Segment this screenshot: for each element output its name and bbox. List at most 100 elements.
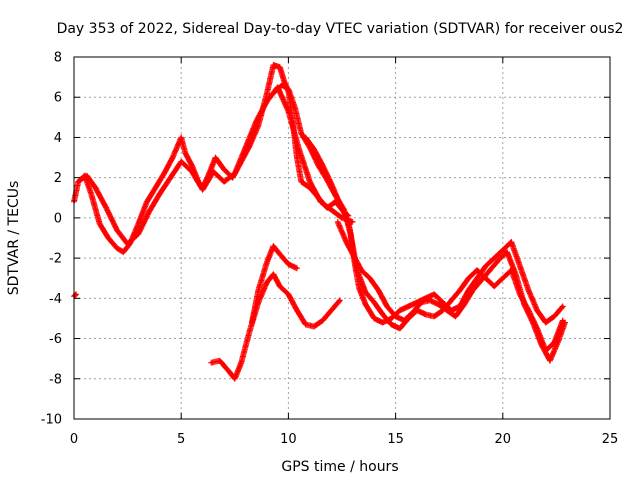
y-tick-labels: 8 6 4 2 0 -2 -4 -6 -8 -10 xyxy=(41,51,62,428)
x-tick-label: 0 xyxy=(70,432,78,447)
data-point xyxy=(218,359,221,362)
data-point xyxy=(458,289,462,292)
data-point xyxy=(398,327,402,330)
data-point xyxy=(561,319,565,322)
data-point xyxy=(338,299,342,302)
data-point xyxy=(467,277,470,280)
data-point xyxy=(214,156,217,159)
data-point xyxy=(287,87,290,91)
data-point xyxy=(475,277,479,280)
data-point xyxy=(212,170,215,173)
data-point xyxy=(79,178,82,181)
data-point xyxy=(364,291,367,294)
data-point xyxy=(402,319,406,322)
data-point xyxy=(445,309,449,312)
data-point xyxy=(338,202,342,206)
data-point xyxy=(497,258,500,262)
data-point xyxy=(398,309,402,312)
y-tick-label: 4 xyxy=(54,131,62,146)
y-axis-label: SDTVAR / TECUs xyxy=(6,181,22,296)
y-tick-label: 2 xyxy=(54,171,62,186)
data-point xyxy=(501,248,504,252)
data-point xyxy=(250,321,254,324)
data-point xyxy=(364,303,367,306)
data-point xyxy=(488,268,492,272)
data-point xyxy=(372,301,376,304)
data-point xyxy=(351,220,354,224)
data-point xyxy=(272,244,275,248)
data-point xyxy=(257,289,260,292)
x-tick-label: 10 xyxy=(280,432,297,447)
data-point xyxy=(171,156,174,159)
data-point xyxy=(147,210,151,214)
data-point xyxy=(330,309,333,312)
data-point xyxy=(154,186,157,189)
data-point xyxy=(467,289,470,292)
data-point xyxy=(390,323,393,326)
y-tick-label: -2 xyxy=(49,252,62,267)
data-point xyxy=(351,252,354,256)
data-point xyxy=(233,172,236,175)
series-track-b xyxy=(77,84,356,247)
data-point xyxy=(265,260,269,264)
data-point xyxy=(345,240,348,244)
data-point xyxy=(432,315,436,318)
data-point xyxy=(548,359,552,362)
data-point xyxy=(227,369,230,372)
data-point xyxy=(454,315,457,318)
data-point xyxy=(437,303,440,306)
data-point xyxy=(107,236,110,240)
data-point xyxy=(255,120,258,123)
data-point xyxy=(340,216,344,220)
data-point xyxy=(115,228,119,232)
data-point xyxy=(321,319,324,322)
data-point xyxy=(222,180,226,183)
data-point xyxy=(527,289,530,292)
data-point xyxy=(308,180,312,183)
data-point xyxy=(480,279,483,282)
data-point xyxy=(180,136,183,139)
x-axis-label: GPS time / hours xyxy=(281,459,398,475)
data-point xyxy=(126,242,129,246)
data-point xyxy=(278,285,282,288)
data-point xyxy=(265,281,269,284)
data-point xyxy=(518,264,522,268)
data-point xyxy=(190,170,194,173)
data-point xyxy=(300,180,303,183)
data-point xyxy=(493,256,496,260)
data-point xyxy=(180,160,183,163)
data-point xyxy=(368,277,372,280)
data-point xyxy=(484,264,487,268)
data-point xyxy=(248,329,252,332)
data-point xyxy=(287,110,290,113)
data-point xyxy=(184,152,187,155)
data-point xyxy=(278,65,282,69)
data-point xyxy=(137,222,140,226)
x-tick-label: 25 xyxy=(602,432,619,447)
data-point xyxy=(297,148,301,151)
data-point xyxy=(424,313,427,316)
data-point xyxy=(240,361,243,364)
data-point xyxy=(295,156,299,159)
chart-title: Day 353 of 2022, Sidereal Day-to-day VTE… xyxy=(57,21,624,37)
data-point xyxy=(265,92,269,95)
data-point xyxy=(441,301,444,304)
data-point xyxy=(293,106,297,109)
data-point xyxy=(312,148,316,151)
data-point xyxy=(319,200,322,203)
y-tick-label: -8 xyxy=(49,372,62,387)
data-point xyxy=(563,321,567,324)
data-point xyxy=(317,164,320,167)
data-point xyxy=(463,303,466,306)
data-point xyxy=(89,192,93,195)
data-point xyxy=(265,100,269,103)
data-point xyxy=(280,83,284,87)
data-point xyxy=(94,186,97,189)
data-point xyxy=(544,321,547,324)
data-point xyxy=(201,188,204,191)
data-point xyxy=(377,289,380,292)
data-point xyxy=(300,132,303,135)
data-point xyxy=(420,301,423,304)
data-point xyxy=(372,317,376,320)
data-point xyxy=(475,268,479,272)
